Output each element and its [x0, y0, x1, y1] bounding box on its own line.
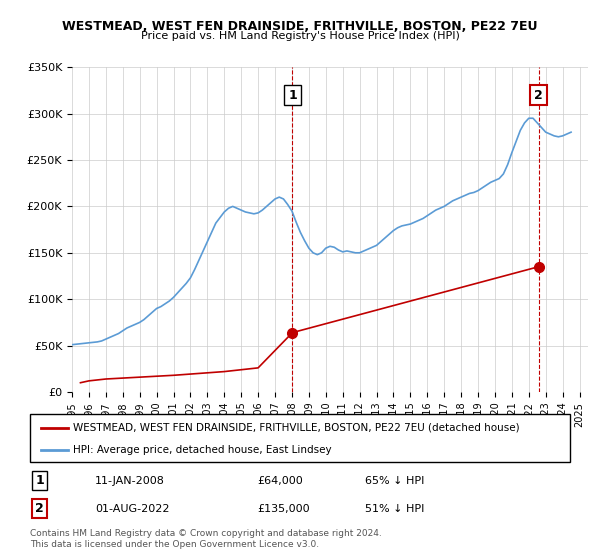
Text: 1: 1 — [35, 474, 44, 487]
Text: 1: 1 — [288, 88, 297, 101]
Text: 2: 2 — [35, 502, 44, 515]
Text: 01-AUG-2022: 01-AUG-2022 — [95, 504, 169, 514]
Text: HPI: Average price, detached house, East Lindsey: HPI: Average price, detached house, East… — [73, 445, 332, 455]
FancyBboxPatch shape — [30, 414, 570, 462]
Text: WESTMEAD, WEST FEN DRAINSIDE, FRITHVILLE, BOSTON, PE22 7EU: WESTMEAD, WEST FEN DRAINSIDE, FRITHVILLE… — [62, 20, 538, 32]
Text: Price paid vs. HM Land Registry's House Price Index (HPI): Price paid vs. HM Land Registry's House … — [140, 31, 460, 41]
Text: 11-JAN-2008: 11-JAN-2008 — [95, 475, 164, 486]
Text: 65% ↓ HPI: 65% ↓ HPI — [365, 475, 424, 486]
Text: 2: 2 — [534, 88, 543, 101]
Text: £135,000: £135,000 — [257, 504, 310, 514]
Text: 51% ↓ HPI: 51% ↓ HPI — [365, 504, 424, 514]
Text: £64,000: £64,000 — [257, 475, 302, 486]
Text: Contains HM Land Registry data © Crown copyright and database right 2024.
This d: Contains HM Land Registry data © Crown c… — [30, 529, 382, 549]
Text: WESTMEAD, WEST FEN DRAINSIDE, FRITHVILLE, BOSTON, PE22 7EU (detached house): WESTMEAD, WEST FEN DRAINSIDE, FRITHVILLE… — [73, 423, 520, 433]
